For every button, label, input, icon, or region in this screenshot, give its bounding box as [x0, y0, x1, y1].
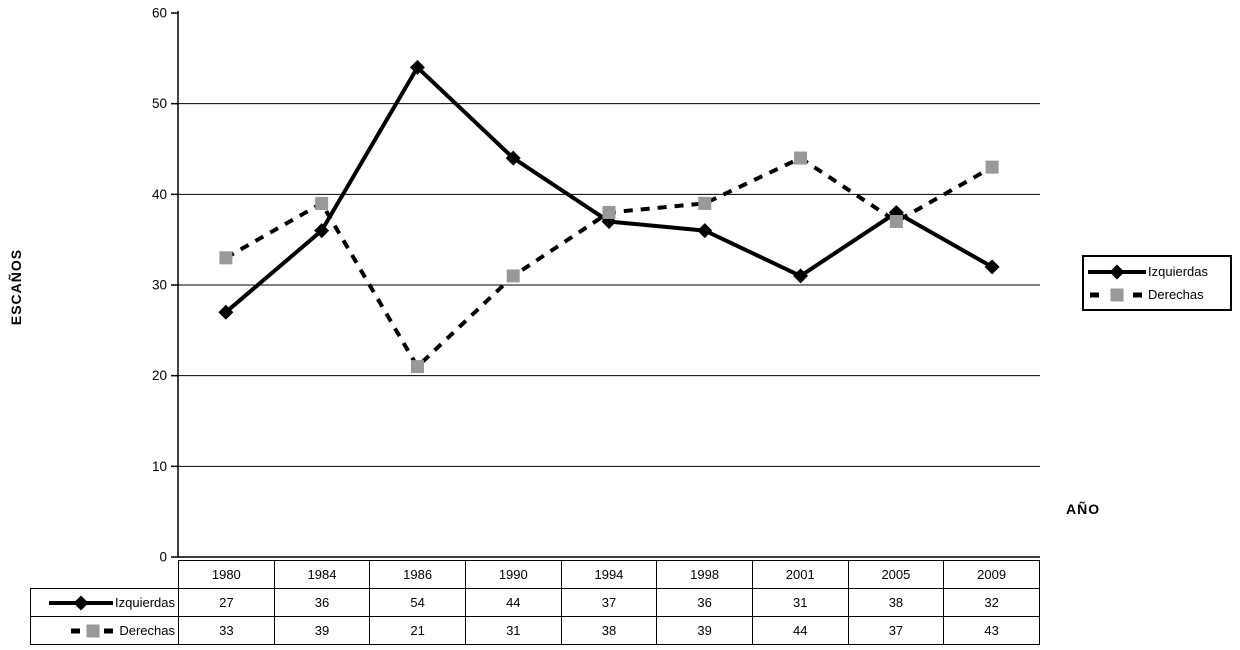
year-cell: 2001 — [751, 560, 849, 589]
value-cell: 32 — [943, 588, 1040, 617]
year-cell: 1980 — [178, 560, 275, 589]
y-tick-label: 50 — [152, 96, 167, 111]
value-cell: 33 — [178, 616, 275, 645]
table-row-izquierdas: Izquierdas 27 36 54 44 37 36 31 38 32 — [30, 588, 1040, 617]
value-cell: 37 — [560, 588, 658, 617]
data-table: 1980 1984 1986 1990 1994 1998 2001 2005 2009 Izqu… — [30, 560, 1040, 645]
value-cell: 44 — [751, 616, 849, 645]
data-point-derechas — [985, 160, 999, 174]
data-point-derechas — [889, 215, 903, 229]
value-cell: 44 — [464, 588, 562, 617]
data-point-derechas — [698, 196, 712, 210]
data-point-derechas — [219, 251, 233, 265]
year-cell: 1998 — [656, 560, 753, 589]
series-line-derechas — [224, 155, 994, 370]
legend-label: Izquierdas — [1148, 264, 1208, 279]
solid-diamond-marker-icon — [1088, 264, 1146, 279]
legend-label: Derechas — [1148, 287, 1204, 302]
year-cell: 1984 — [273, 560, 371, 589]
series-name-label: Derechas — [119, 623, 175, 638]
value-cell: 43 — [943, 616, 1040, 645]
data-point-izquierdas — [793, 268, 809, 284]
year-cell: 1986 — [369, 560, 466, 589]
data-point-izquierdas — [505, 150, 521, 166]
data-point-izquierdas — [218, 304, 234, 320]
legend-entry-izquierdas: Izquierdas — [1088, 260, 1226, 283]
year-cell: 2005 — [847, 560, 945, 589]
year-cell: 2009 — [943, 560, 1040, 589]
y-tick-label: 30 — [152, 278, 167, 293]
dashed-square-marker-icon — [1090, 288, 1142, 301]
y-tick-label: 40 — [152, 187, 167, 202]
table-row-derechas: Derechas 33 39 21 31 38 39 44 37 43 — [30, 616, 1040, 645]
data-point-izquierdas — [409, 59, 425, 75]
year-cell: 1994 — [560, 560, 658, 589]
table-spacer-cell — [30, 560, 179, 589]
value-cell: 39 — [656, 616, 753, 645]
data-point-derechas — [410, 360, 424, 374]
legend: Izquierdas Derechas — [1082, 255, 1232, 311]
value-cell: 39 — [273, 616, 371, 645]
value-cell: 36 — [273, 588, 371, 617]
data-point-derechas — [506, 269, 520, 283]
value-cell: 31 — [464, 616, 562, 645]
data-point-izquierdas — [984, 259, 1000, 275]
value-cell: 27 — [178, 588, 275, 617]
value-cell: 21 — [369, 616, 466, 645]
table-row-years: 1980 1984 1986 1990 1994 1998 2001 2005 2009 — [30, 560, 1040, 589]
value-cell: 54 — [369, 588, 466, 617]
year-cell: 1990 — [464, 560, 562, 589]
value-cell: 38 — [847, 588, 945, 617]
legend-entry-derechas: Derechas — [1088, 283, 1226, 306]
y-tick-label: 0 — [159, 550, 167, 565]
data-point-derechas — [602, 205, 616, 219]
series-header-cell-izquierdas: Izquierdas — [30, 588, 179, 617]
data-point-derechas — [794, 151, 808, 165]
y-axis-title: ESCAÑOS — [8, 248, 24, 326]
solid-diamond-marker-icon — [49, 595, 114, 610]
series-header-cell-derechas: Derechas — [30, 616, 179, 645]
value-cell: 36 — [656, 588, 753, 617]
data-point-izquierdas — [314, 223, 330, 239]
data-point-derechas — [315, 196, 329, 210]
y-tick-label: 20 — [152, 368, 167, 383]
y-tick-label: 60 — [152, 6, 167, 21]
y-tick-label: 10 — [152, 459, 167, 474]
series-name-label: Izquierdas — [115, 595, 175, 610]
value-cell: 38 — [560, 616, 658, 645]
dashed-square-marker-icon — [71, 624, 114, 637]
value-cell: 31 — [751, 588, 849, 617]
data-point-izquierdas — [697, 223, 713, 239]
x-axis-title: AÑO — [1066, 501, 1101, 517]
value-cell: 37 — [847, 616, 945, 645]
